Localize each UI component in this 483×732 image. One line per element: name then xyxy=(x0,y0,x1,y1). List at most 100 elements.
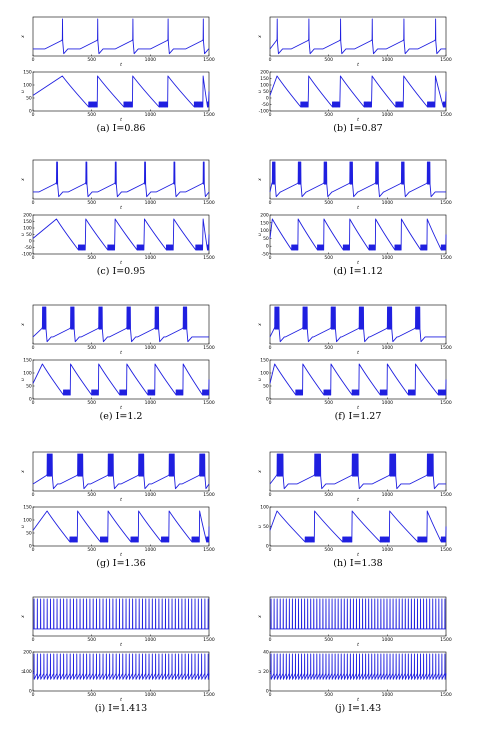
x-axis-label: t xyxy=(357,62,359,68)
x-tick-label: 0 xyxy=(269,200,272,206)
x-tick-label: 1500 xyxy=(440,255,452,261)
x-axis-label: t xyxy=(120,260,122,266)
y-axis-label: x xyxy=(258,615,263,619)
series-u-trace xyxy=(32,75,210,108)
x-tick-label: 500 xyxy=(87,547,96,553)
y-tick-label: 200 xyxy=(23,650,32,656)
y-tick-label: 0 xyxy=(29,109,32,115)
x-tick-label: 1500 xyxy=(440,112,452,118)
panel-caption: (i) I=1.413 xyxy=(95,703,147,714)
plot-frame-j-top xyxy=(269,596,447,637)
series-u-trace xyxy=(32,510,210,543)
x-tick-label: 0 xyxy=(32,492,35,498)
plot-frame-g-top xyxy=(32,451,210,492)
y-tick-label: 0 xyxy=(266,397,269,403)
x-tick-label: 1000 xyxy=(382,547,394,553)
y-tick-label: 150 xyxy=(260,220,269,226)
y-axis-label: x xyxy=(21,35,26,39)
y-axis-label: x xyxy=(258,35,263,39)
x-axis-label: t xyxy=(120,552,122,558)
y-axis-label: u xyxy=(21,525,26,528)
x-tick-label: 0 xyxy=(269,692,272,698)
y-tick-label: 100 xyxy=(260,83,269,89)
x-tick-label: 0 xyxy=(32,200,35,206)
series-x-trace xyxy=(269,453,446,490)
y-tick-label: 50 xyxy=(263,524,269,530)
x-tick-label: 500 xyxy=(87,637,96,643)
panel-caption: (f) I=1.27 xyxy=(335,411,382,422)
series-u-trace xyxy=(269,510,447,543)
plot-frame-f-top xyxy=(269,304,447,345)
x-tick-label: 1000 xyxy=(382,200,394,206)
x-tick-label: 1500 xyxy=(440,345,452,351)
y-axis-label: x xyxy=(21,615,26,619)
y-tick-label: 50 xyxy=(26,232,32,238)
x-tick-label: 1500 xyxy=(203,255,215,261)
x-tick-label: 1000 xyxy=(145,57,157,63)
x-tick-label: 0 xyxy=(269,492,272,498)
x-axis-label: t xyxy=(120,642,122,648)
x-tick-label: 1000 xyxy=(145,637,157,643)
x-tick-label: 0 xyxy=(32,400,35,406)
y-axis-label: u xyxy=(258,670,263,673)
x-tick-label: 500 xyxy=(87,57,96,63)
y-tick-label: -100 xyxy=(259,109,269,115)
y-tick-label: 0 xyxy=(266,96,269,102)
y-tick-label: 0 xyxy=(266,544,269,550)
y-tick-label: 150 xyxy=(23,358,32,364)
x-tick-label: 0 xyxy=(269,637,272,643)
x-tick-label: 500 xyxy=(324,400,333,406)
series-x-trace xyxy=(33,161,210,198)
y-tick-label: -50 xyxy=(24,245,31,251)
plot-frame-c-bottom xyxy=(32,214,210,255)
y-tick-label: 50 xyxy=(26,96,32,102)
x-axis-label: t xyxy=(357,117,359,123)
y-tick-label: -100 xyxy=(22,252,32,258)
x-tick-label: 0 xyxy=(269,57,272,63)
plot-frame-b-top xyxy=(269,16,447,57)
y-tick-label: 100 xyxy=(260,505,269,511)
x-tick-label: 0 xyxy=(32,57,35,63)
x-tick-label: 500 xyxy=(87,692,96,698)
plot-frame-a-top xyxy=(32,16,210,57)
x-tick-label: 1000 xyxy=(382,255,394,261)
y-tick-label: 100 xyxy=(23,518,32,524)
x-tick-label: 1500 xyxy=(203,200,215,206)
x-tick-label: 1000 xyxy=(382,57,394,63)
series-u-trace xyxy=(270,653,447,680)
y-tick-label: 200 xyxy=(23,213,32,219)
y-tick-label: 50 xyxy=(26,531,32,537)
x-tick-label: 500 xyxy=(87,492,96,498)
x-axis-label: t xyxy=(120,117,122,123)
plot-frame-b-bottom xyxy=(269,71,447,112)
y-tick-label: 0 xyxy=(29,689,32,695)
x-tick-label: 1500 xyxy=(440,692,452,698)
y-tick-label: 200 xyxy=(260,213,269,219)
x-axis-label: t xyxy=(357,697,359,703)
x-tick-label: 500 xyxy=(87,345,96,351)
y-tick-label: 150 xyxy=(260,76,269,82)
series-u-trace xyxy=(269,363,447,396)
series-x-trace xyxy=(269,306,446,343)
series-u-trace xyxy=(269,75,447,108)
series-x-trace xyxy=(269,18,446,55)
x-tick-label: 0 xyxy=(32,112,35,118)
y-tick-label: 50 xyxy=(263,236,269,242)
y-axis-label: x xyxy=(21,470,26,474)
x-axis-label: t xyxy=(120,497,122,503)
x-tick-label: 1000 xyxy=(145,255,157,261)
x-tick-label: 500 xyxy=(324,547,333,553)
x-tick-label: 1500 xyxy=(203,345,215,351)
panel-caption: (e) I=1.2 xyxy=(100,411,143,422)
panel-caption: (h) I=1.38 xyxy=(333,558,382,569)
x-tick-label: 1000 xyxy=(382,637,394,643)
y-tick-label: 40 xyxy=(263,650,269,656)
x-axis-label: t xyxy=(120,62,122,68)
y-tick-label: 0 xyxy=(29,239,32,245)
